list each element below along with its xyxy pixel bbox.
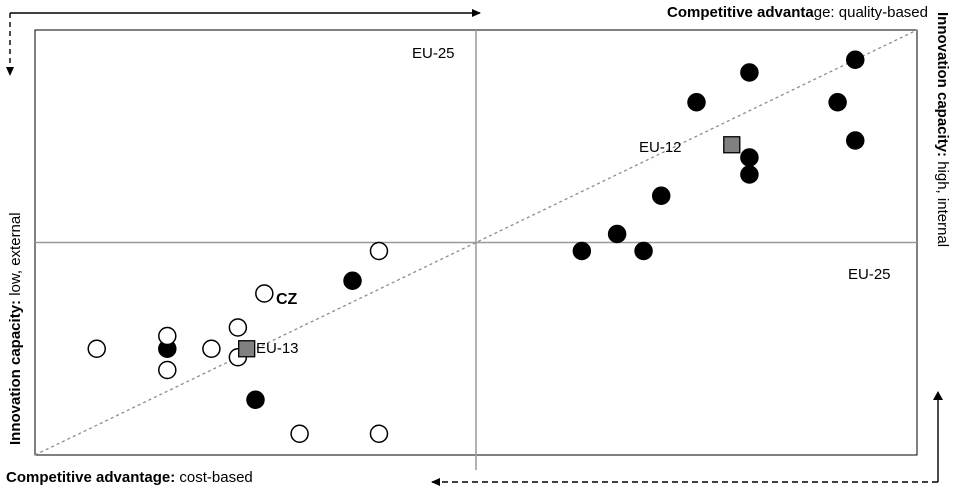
open-point — [228, 318, 248, 337]
left-axis-title: Innovation capacity: low, external — [7, 212, 24, 445]
filled-point — [740, 165, 759, 184]
filled-point — [607, 224, 627, 244]
filled-point — [634, 241, 653, 261]
filled-point — [246, 390, 265, 409]
top-axis-title: Competitive advantage: quality-based — [667, 4, 928, 21]
filled-point — [651, 186, 671, 205]
top-direction-arrow — [6, 9, 481, 76]
eu25-horizontal-label: EU-25 — [848, 266, 891, 283]
filled-point — [687, 93, 706, 112]
filled-point — [572, 241, 592, 261]
filled-point — [828, 93, 847, 112]
bottom-direction-arrow — [431, 391, 943, 486]
bottom-axis-title: Competitive advantage: cost-based — [6, 469, 253, 486]
reference-square-point — [723, 136, 741, 154]
filled-point — [740, 63, 759, 82]
open-point — [369, 424, 389, 443]
open-point — [255, 284, 274, 303]
eu25-vertical-label: EU-25 — [412, 45, 455, 62]
data-points — [87, 50, 865, 443]
filled-point — [343, 271, 362, 290]
trend-line — [34, 29, 918, 456]
eu13-label: EU-13 — [256, 340, 299, 357]
filled-point — [846, 131, 865, 150]
eu12-label: EU-12 — [639, 139, 682, 156]
right-axis-title: Innovation capacity: high, internal — [934, 12, 951, 247]
open-point — [158, 326, 177, 346]
filled-point — [846, 50, 865, 69]
open-point — [158, 360, 177, 380]
open-point — [369, 241, 389, 261]
open-point — [202, 339, 221, 358]
open-point — [290, 424, 309, 443]
reference-square-point — [238, 340, 256, 358]
filled-point — [740, 148, 759, 167]
cz-label: CZ — [276, 291, 298, 308]
open-point — [87, 339, 106, 358]
